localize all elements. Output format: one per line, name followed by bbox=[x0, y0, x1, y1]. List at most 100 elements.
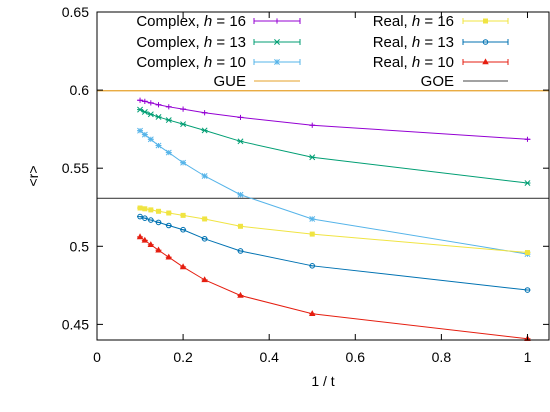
data-point bbox=[141, 109, 148, 115]
x-tick-label: 0 bbox=[93, 349, 101, 365]
legend-label: Complex, h = 13 bbox=[136, 34, 246, 51]
data-point bbox=[137, 127, 144, 134]
legend-item: Real, h = 13 bbox=[373, 34, 509, 51]
data-point bbox=[137, 97, 143, 103]
data-point bbox=[524, 136, 531, 142]
data-point bbox=[155, 219, 162, 226]
legend-label: GUE bbox=[213, 73, 246, 90]
data-point bbox=[237, 191, 244, 198]
data-point bbox=[148, 217, 154, 223]
data-point bbox=[309, 263, 316, 269]
data-point bbox=[274, 59, 280, 65]
data-point bbox=[165, 117, 172, 124]
data-point bbox=[274, 39, 280, 45]
y-tick-label: 0.55 bbox=[62, 160, 89, 176]
series-line bbox=[139, 216, 528, 291]
data-point bbox=[155, 114, 162, 120]
data-point bbox=[148, 207, 154, 213]
legend-label: GOE bbox=[421, 73, 454, 90]
x-tick-label: 0.2 bbox=[173, 349, 193, 365]
y-tick-label: 0.45 bbox=[62, 316, 89, 332]
data-point bbox=[142, 98, 148, 104]
data-point bbox=[142, 206, 148, 212]
legend-label: Real, h = 13 bbox=[373, 34, 454, 51]
legend-label: Complex, h = 10 bbox=[136, 54, 246, 71]
series-real-h-16 bbox=[137, 205, 531, 256]
data-point bbox=[166, 210, 172, 216]
x-tick-label: 1 bbox=[524, 349, 532, 365]
legend-label: Complex, h = 16 bbox=[136, 13, 246, 30]
x-axis-label: 1 / t bbox=[311, 373, 334, 389]
data-point bbox=[137, 213, 143, 220]
series-complex-h-10 bbox=[137, 127, 531, 258]
reference-lines bbox=[97, 90, 549, 199]
data-point bbox=[180, 226, 186, 233]
data-point bbox=[147, 111, 154, 118]
data-point bbox=[155, 102, 162, 108]
series-line bbox=[139, 109, 528, 184]
legend-item: Complex, h = 10 bbox=[136, 54, 301, 71]
legend-label: Real, h = 16 bbox=[373, 13, 454, 30]
data-point bbox=[524, 180, 531, 186]
legend-item: GUE bbox=[213, 73, 300, 90]
data-point bbox=[201, 235, 208, 242]
legend-item: Complex, h = 13 bbox=[136, 34, 301, 51]
data-point bbox=[237, 223, 243, 229]
data-point bbox=[237, 248, 244, 254]
data-point bbox=[166, 104, 172, 110]
series-layer bbox=[136, 97, 531, 342]
data-point bbox=[524, 287, 531, 293]
x-tick-label: 0.4 bbox=[259, 349, 279, 365]
data-point bbox=[147, 136, 154, 143]
data-point bbox=[237, 138, 244, 145]
x-tick-label: 0.6 bbox=[346, 349, 366, 365]
data-point bbox=[180, 121, 187, 128]
data-point bbox=[180, 212, 186, 218]
data-point bbox=[180, 106, 186, 112]
data-point bbox=[483, 18, 488, 24]
data-point bbox=[309, 215, 316, 222]
data-point bbox=[147, 241, 155, 248]
data-point bbox=[482, 39, 489, 45]
y-tick-label: 0.6 bbox=[70, 82, 90, 98]
series-real-h-13 bbox=[137, 213, 531, 293]
legend-label: Real, h = 10 bbox=[373, 54, 454, 71]
data-point bbox=[136, 233, 144, 240]
data-point bbox=[202, 216, 208, 222]
series-real-h-10 bbox=[136, 233, 531, 342]
x-tick-label: 0.8 bbox=[432, 349, 452, 365]
series-line bbox=[139, 130, 528, 255]
series-complex-h-13 bbox=[137, 106, 531, 186]
data-point bbox=[165, 222, 172, 229]
data-point bbox=[179, 263, 187, 270]
data-point bbox=[155, 142, 162, 149]
data-point bbox=[137, 106, 144, 113]
series-line bbox=[139, 236, 528, 340]
data-point bbox=[309, 154, 316, 161]
legend-item: Real, h = 16 bbox=[373, 13, 509, 30]
legend-item: Real, h = 10 bbox=[373, 54, 509, 71]
data-point bbox=[137, 205, 143, 211]
legend: Complex, h = 16 Complex, h = 13 Complex, h… bbox=[136, 13, 509, 90]
data-point bbox=[201, 127, 208, 134]
data-point bbox=[237, 291, 244, 298]
legend-item: Complex, h = 16 bbox=[136, 13, 301, 30]
data-point bbox=[148, 100, 154, 106]
data-point bbox=[237, 114, 244, 121]
series-line bbox=[139, 99, 528, 140]
data-point bbox=[274, 18, 280, 24]
y-axis-label: <r> bbox=[25, 165, 41, 186]
y-axis: 0.45 0.5 0.55 0.6 0.65 bbox=[62, 4, 549, 332]
data-point bbox=[141, 131, 148, 138]
series-complex-h-16 bbox=[137, 97, 531, 142]
data-point bbox=[142, 215, 148, 221]
data-point bbox=[180, 159, 187, 166]
data-point bbox=[165, 253, 173, 260]
data-point bbox=[309, 122, 315, 128]
y-tick-label: 0.5 bbox=[70, 238, 90, 254]
data-point bbox=[141, 236, 149, 243]
y-tick-label: 0.65 bbox=[62, 4, 89, 20]
data-point bbox=[202, 110, 208, 116]
plot-frame bbox=[96, 11, 550, 341]
